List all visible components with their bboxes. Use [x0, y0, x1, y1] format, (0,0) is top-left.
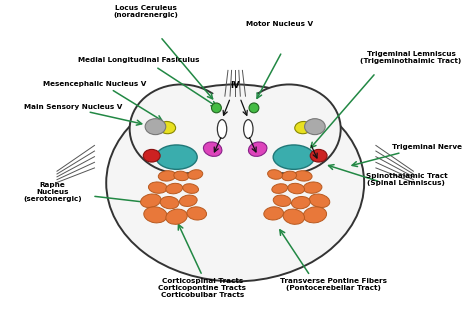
Text: Transverse Pontine Fibers
(Pontocerebellar Tract): Transverse Pontine Fibers (Pontocerebell…	[280, 278, 387, 291]
Ellipse shape	[188, 170, 203, 179]
Ellipse shape	[244, 120, 253, 138]
Ellipse shape	[188, 87, 282, 204]
Text: Locus Ceruleus
(noradrenergic): Locus Ceruleus (noradrenergic)	[114, 5, 179, 18]
Ellipse shape	[272, 184, 288, 193]
Ellipse shape	[237, 85, 341, 174]
Ellipse shape	[183, 184, 199, 193]
Ellipse shape	[211, 103, 221, 113]
Ellipse shape	[303, 207, 327, 223]
Ellipse shape	[160, 197, 179, 209]
Ellipse shape	[248, 142, 267, 156]
Text: Mesencephalic Nucleus V: Mesencephalic Nucleus V	[43, 81, 146, 87]
Ellipse shape	[294, 171, 312, 181]
Ellipse shape	[310, 149, 327, 162]
Text: Trigeminal Lemniscus
(Trigeminothalmic Tract): Trigeminal Lemniscus (Trigeminothalmic T…	[360, 51, 462, 64]
Ellipse shape	[295, 122, 311, 134]
Text: IV: IV	[230, 81, 240, 90]
Ellipse shape	[143, 149, 160, 162]
Ellipse shape	[148, 182, 167, 193]
Ellipse shape	[264, 207, 283, 220]
Ellipse shape	[273, 195, 291, 207]
Text: Medial Longitudinal Fasiculus: Medial Longitudinal Fasiculus	[78, 57, 200, 63]
Text: Main Sensory Nucleus V: Main Sensory Nucleus V	[24, 104, 123, 110]
Ellipse shape	[282, 171, 297, 181]
Ellipse shape	[156, 145, 197, 169]
Ellipse shape	[203, 142, 222, 156]
Ellipse shape	[130, 85, 233, 174]
Ellipse shape	[218, 120, 227, 138]
Text: Spinothalamic Tract
(Spinal Lemniscus): Spinothalamic Tract (Spinal Lemniscus)	[365, 173, 447, 186]
Ellipse shape	[310, 194, 330, 207]
Ellipse shape	[145, 119, 166, 135]
Ellipse shape	[158, 171, 176, 181]
Text: Motor Nucleus V: Motor Nucleus V	[246, 21, 313, 27]
Ellipse shape	[288, 183, 304, 194]
Ellipse shape	[166, 209, 187, 224]
Ellipse shape	[174, 171, 189, 181]
Text: Corticospinal Tracts
Corticopontine Tracts
Corticobulbar Tracts: Corticospinal Tracts Corticopontine Trac…	[158, 278, 246, 298]
Ellipse shape	[268, 170, 283, 179]
Ellipse shape	[283, 209, 304, 224]
Ellipse shape	[249, 103, 259, 113]
Ellipse shape	[303, 182, 322, 193]
Ellipse shape	[305, 119, 325, 135]
Ellipse shape	[144, 207, 167, 223]
Ellipse shape	[159, 122, 175, 134]
Ellipse shape	[292, 197, 310, 209]
Text: Trigeminal Nerve: Trigeminal Nerve	[392, 145, 463, 151]
Ellipse shape	[180, 195, 197, 207]
Ellipse shape	[273, 145, 314, 169]
Ellipse shape	[141, 194, 161, 207]
Ellipse shape	[187, 207, 207, 220]
Text: Raphe
Nucleus
(serotonergic): Raphe Nucleus (serotonergic)	[23, 182, 82, 202]
Ellipse shape	[106, 85, 364, 281]
Ellipse shape	[166, 183, 182, 194]
